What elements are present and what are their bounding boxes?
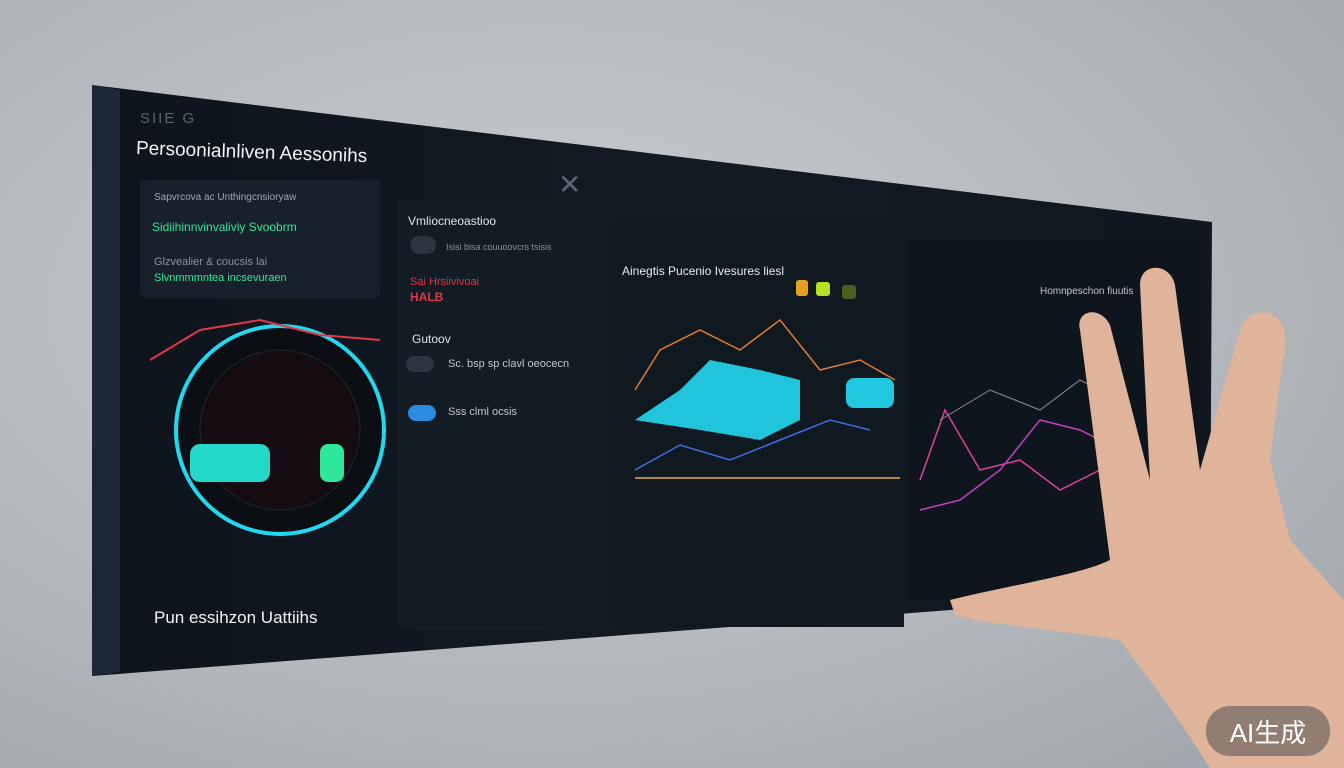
card-subtitle: Isisi bisa couuoovcrs tsisis bbox=[446, 242, 552, 252]
blue-line bbox=[634, 419, 871, 471]
toggle-icon[interactable] bbox=[406, 356, 434, 372]
cyan-area bbox=[635, 360, 800, 440]
left-card-line-2: Sidiihinnvinvaliviy Svoobrm bbox=[152, 220, 297, 234]
gauge-pill-right bbox=[320, 444, 344, 482]
chart-title: Ainegtis Pucenio Ivesures liesl bbox=[622, 264, 785, 278]
color-swatch-icon[interactable] bbox=[816, 282, 830, 296]
list-item[interactable]: Sss clml ocsis bbox=[448, 406, 518, 418]
toggle-icon[interactable] bbox=[408, 405, 436, 421]
red-wave-line bbox=[149, 318, 381, 361]
left-info-card bbox=[140, 180, 380, 298]
toggle-icon[interactable] bbox=[410, 236, 436, 254]
right-panel-label: Homnpeschon fiuutis bbox=[1040, 286, 1134, 297]
section-title: Gutoov bbox=[412, 332, 451, 346]
alert-text: Sai Hrsiivivoai bbox=[410, 276, 480, 288]
card-title: Vmliocneoastioo bbox=[408, 214, 497, 228]
pink-line-2 bbox=[919, 419, 1141, 511]
list-item[interactable]: Sc. bsp sp clavl oeocecn bbox=[448, 358, 570, 370]
hand-icon bbox=[950, 267, 1344, 768]
color-swatch-icon[interactable] bbox=[796, 280, 808, 296]
cyan-block bbox=[846, 378, 894, 408]
orange-line bbox=[634, 318, 896, 391]
gauge-inner bbox=[199, 349, 361, 511]
gauge-pill-left bbox=[190, 444, 270, 482]
alert-code: HALB bbox=[410, 290, 444, 304]
close-icon[interactable]: ✕ bbox=[558, 169, 582, 200]
left-card-line-1: Sapvrcova ac Unthingcnsioryaw bbox=[154, 192, 297, 203]
logo-text: SIIE G bbox=[140, 110, 197, 127]
color-swatch-icon[interactable] bbox=[842, 285, 856, 299]
footer-text: Pun essihzon Uattiihs bbox=[154, 608, 318, 627]
left-card-line-4: Slvnmmmntea incsevuraen bbox=[154, 272, 287, 284]
ai-generated-watermark: AI生成 bbox=[1206, 706, 1330, 756]
left-card-line-3: Glzvealier & coucsis lai bbox=[154, 256, 268, 268]
